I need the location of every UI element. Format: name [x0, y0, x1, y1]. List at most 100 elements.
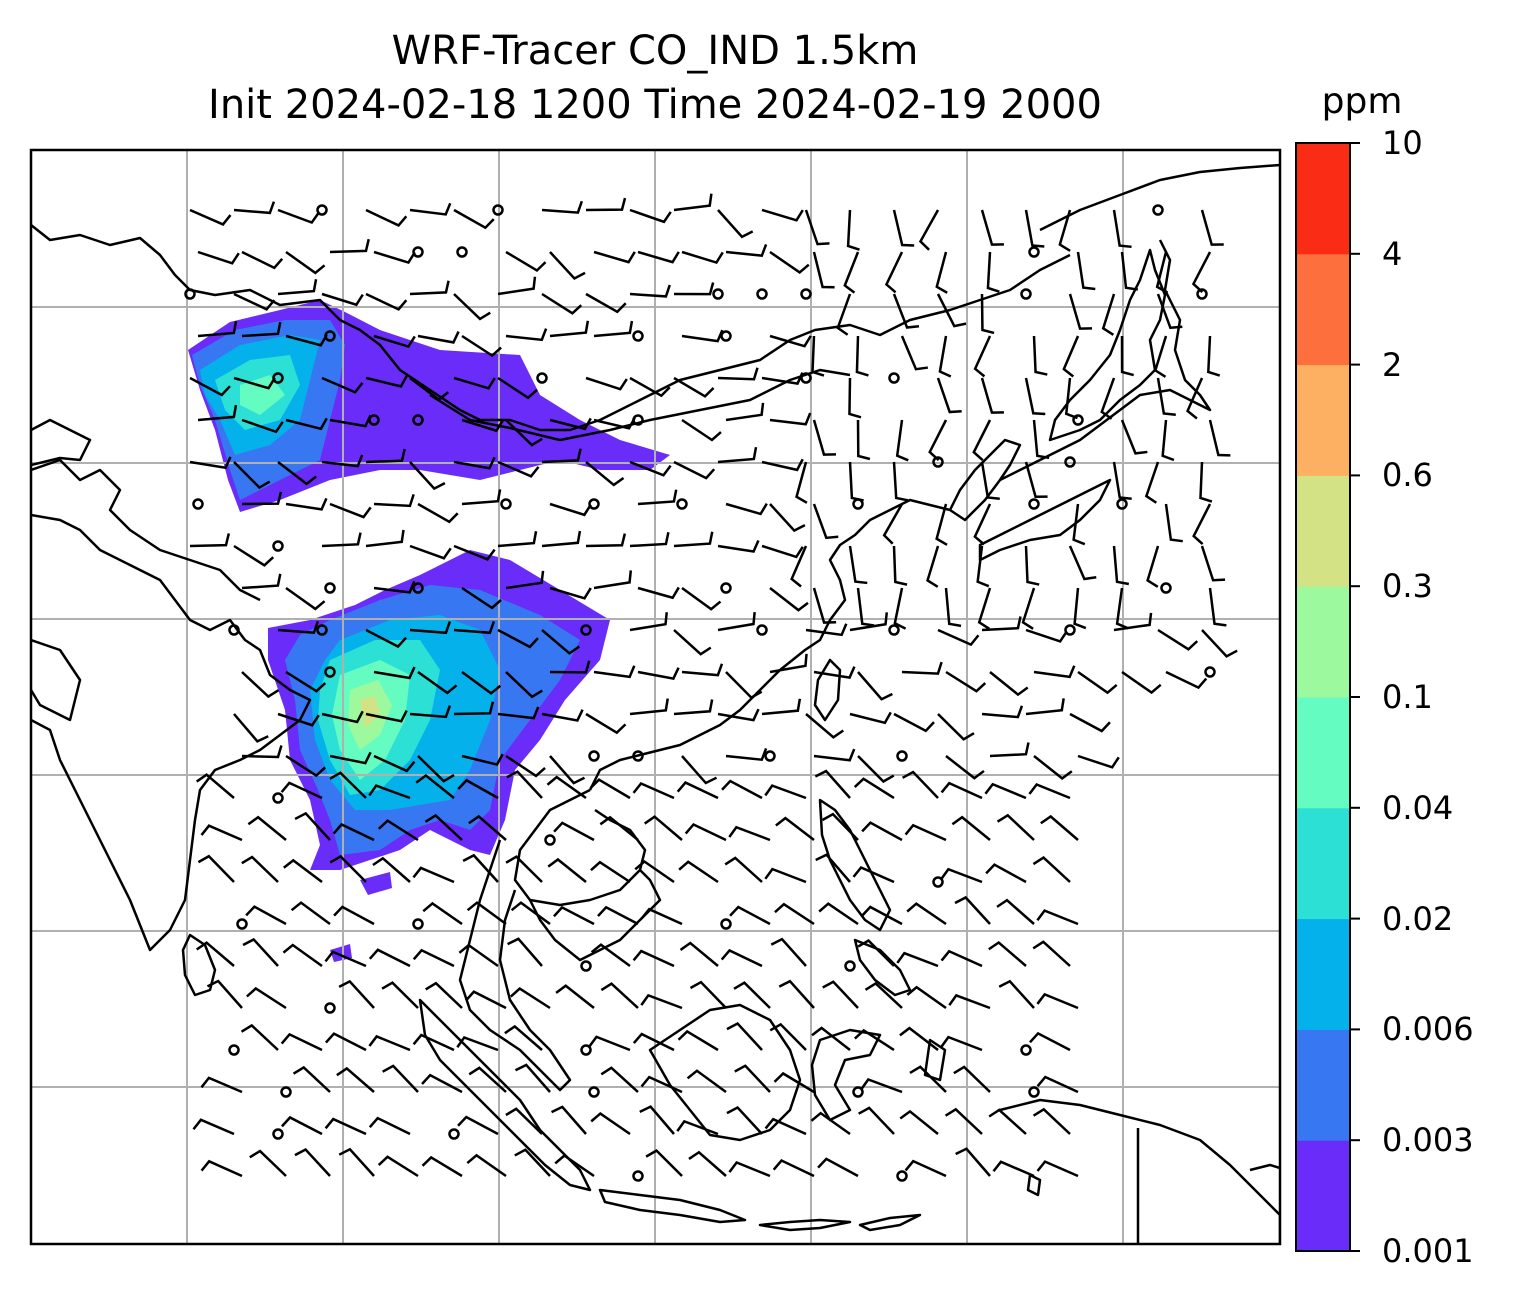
wind-barb: [681, 755, 718, 785]
wind-barb: [549, 660, 591, 674]
wind-barb: [640, 907, 683, 926]
colorbar-tick-label: 0.04: [1382, 788, 1454, 827]
wind-barb: [368, 1116, 411, 1136]
wind-barb: [505, 754, 546, 778]
wind-barb: [192, 1118, 235, 1136]
wind-barb: [197, 854, 235, 883]
wind-barb: [857, 939, 895, 967]
wind-barb: [1024, 209, 1045, 248]
wind-barb: [1112, 545, 1130, 586]
wind-barb: [726, 1022, 763, 1051]
wind-barb: [857, 671, 893, 701]
wind-barb: [245, 905, 287, 926]
wind-barb: [629, 531, 670, 548]
wind-barb: [324, 1032, 367, 1052]
wind-barb: [189, 208, 232, 226]
wind-barb: [860, 1077, 903, 1094]
wind-barb: [726, 1105, 763, 1135]
wind-barb: [1072, 503, 1086, 546]
wind-barb-calm: [368, 414, 380, 426]
colorbar-tick-label: 0.003: [1382, 1121, 1474, 1160]
wind-barb: [1208, 419, 1231, 457]
wind-barb: [892, 293, 920, 329]
wind-barb: [858, 1106, 895, 1135]
coast-sumatra: [418, 998, 592, 1192]
wind-barb: [585, 292, 627, 314]
wind-barb: [277, 461, 317, 486]
wind-barb: [458, 943, 499, 968]
wind-barb: [918, 209, 940, 251]
wind-barb: [996, 813, 1035, 841]
wind-barb: [365, 628, 407, 649]
wind-barb: [285, 754, 326, 778]
wind-barb: [324, 950, 367, 968]
wind-barb: [294, 1148, 331, 1177]
wind-barb: [1146, 545, 1160, 588]
wind-barb: [505, 855, 543, 883]
wind-barb: [189, 376, 231, 397]
wind-barb-calm: [1152, 204, 1164, 216]
wind-barb: [984, 782, 1027, 800]
wind-barb: [324, 1117, 367, 1136]
wind-barb: [679, 941, 719, 967]
wind-barb: [640, 1075, 683, 1094]
wind-barb: [333, 905, 375, 926]
wind-barb: [981, 705, 1024, 719]
wind-barb: [593, 665, 636, 679]
coast-sri-lanka: [181, 933, 217, 997]
colorbar-segment: [1296, 1029, 1350, 1141]
wind-barb: [901, 661, 943, 675]
wind-barb: [541, 200, 584, 214]
wind-barb-calm: [1196, 288, 1208, 300]
wind-barb: [1207, 335, 1221, 377]
wind-barb-calm: [896, 1170, 908, 1182]
wind-barb: [381, 981, 419, 1009]
wind-barb-calm: [852, 1086, 864, 1098]
wind-barb-calm: [932, 876, 944, 888]
wind-barb: [233, 461, 271, 490]
wind-barb: [677, 1029, 719, 1052]
wind-barb: [233, 713, 269, 743]
wind-barb: [728, 825, 771, 842]
wind-barb: [848, 377, 862, 419]
wind-barb-calm: [1028, 1086, 1040, 1098]
wind-barb: [980, 209, 1004, 246]
wind-barb: [1068, 545, 1097, 581]
wind-barb-calm: [1064, 624, 1076, 636]
wind-barb: [329, 238, 370, 254]
wind-barb: [1200, 545, 1226, 582]
wind-barb: [1032, 419, 1050, 460]
wind-barb: [424, 813, 463, 841]
wind-barb: [590, 860, 631, 884]
wind-barb-calm: [1160, 582, 1172, 594]
wind-barb: [1100, 377, 1116, 420]
colorbar-tick-label: 0.02: [1382, 899, 1454, 938]
colorbar-segment: [1296, 253, 1350, 366]
wind-barb: [953, 1065, 991, 1093]
wind-barb-calm: [756, 288, 768, 300]
wind-barb: [412, 866, 455, 884]
wind-barb: [629, 284, 671, 298]
wind-barb: [848, 545, 868, 585]
wind-barb: [1021, 587, 1036, 630]
wind-barb: [553, 821, 595, 842]
wind-barb-calm: [580, 624, 592, 636]
wind-barb-calm: [580, 960, 592, 972]
wind-barb: [906, 985, 947, 1010]
wind-barb: [981, 616, 1022, 632]
wind-barb: [197, 320, 238, 338]
wind-barb: [856, 419, 871, 461]
wind-barb: [468, 814, 507, 841]
wind-barb: [936, 293, 967, 328]
wind-barb: [1164, 503, 1183, 543]
wind-barb: [422, 901, 463, 926]
wind-barb: [849, 612, 889, 632]
wind-barb: [504, 1024, 543, 1051]
wind-barb: [1155, 251, 1169, 294]
wind-barb: [338, 979, 375, 1009]
wind-barb: [1120, 251, 1139, 291]
wind-barb: [195, 941, 235, 967]
map-frame: [29, 148, 1282, 1246]
colorbar-tick-label: 0.006: [1382, 1010, 1474, 1049]
